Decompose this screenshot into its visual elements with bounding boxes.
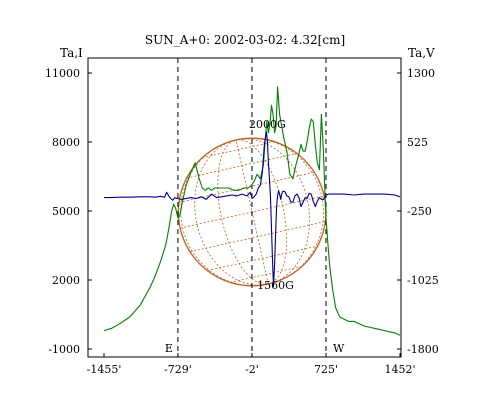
right-tick-label: -1800	[407, 343, 439, 356]
parallel-line	[186, 152, 298, 179]
parallel-line	[178, 171, 315, 203]
limb-label: E	[165, 342, 173, 355]
right-tick-label: 1300	[407, 67, 435, 80]
left-tick-label: 5000	[52, 205, 80, 218]
plot-frame	[87, 57, 402, 358]
x-tick-label: -729'	[164, 363, 192, 376]
field-annotation: 1560G	[257, 279, 294, 292]
left-tick-label: -1000	[48, 343, 80, 356]
parallel-line	[207, 245, 318, 272]
right-tick-label: -250	[407, 205, 432, 218]
annotations: 2000G 1560G	[249, 118, 294, 292]
left-tick-label: 11000	[45, 67, 80, 80]
meridian-line	[180, 139, 269, 286]
right-tick-label: -1025	[407, 274, 439, 287]
field-annotation: 2000G	[249, 118, 286, 131]
series-layer	[103, 86, 401, 336]
right-tick-label: 525	[407, 136, 428, 149]
series-line-right	[104, 131, 401, 288]
x-tick-label: 725'	[314, 363, 338, 376]
left-axis-label: Ta,I	[60, 46, 83, 60]
x-tick-label: -1455'	[87, 363, 122, 376]
right-axis-label: Ta,V	[408, 46, 435, 60]
parallel-line	[202, 141, 275, 159]
x-tick-label: -2'	[245, 363, 259, 376]
series-line-left	[103, 86, 401, 336]
meridian-line	[235, 138, 325, 285]
chart-title: SUN_A+0: 2002-03-02: 4.32[cm]	[145, 33, 345, 47]
meridian-line	[194, 139, 269, 286]
parallel-line	[189, 221, 326, 253]
left-tick-label: 2000	[52, 274, 80, 287]
limb-label: W	[333, 342, 345, 355]
axis-ticks: 11000 8000 5000 2000 -1000 1300 525 -250 -1025 -1…	[45, 67, 439, 376]
x-tick-label: 1452'	[384, 363, 415, 376]
left-tick-label: 8000	[52, 136, 80, 149]
parallel-line	[229, 265, 303, 283]
